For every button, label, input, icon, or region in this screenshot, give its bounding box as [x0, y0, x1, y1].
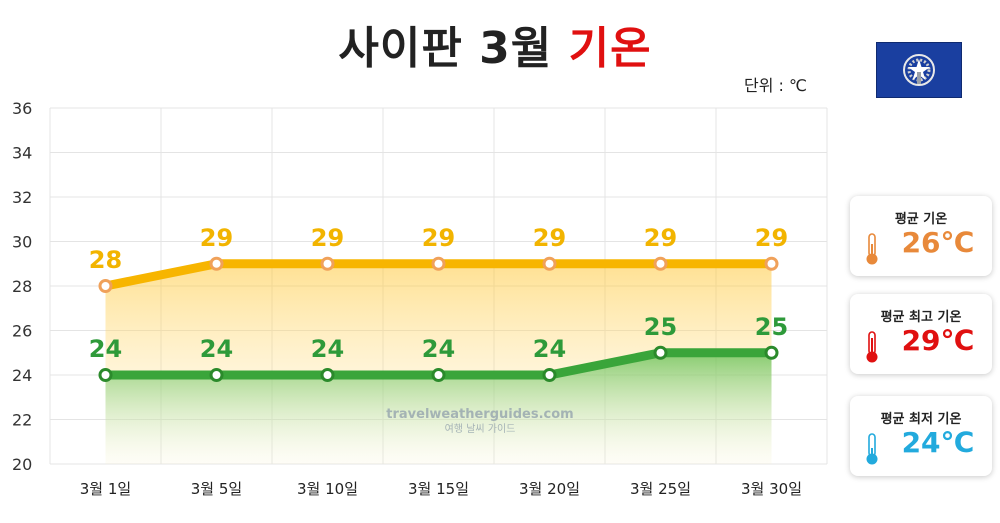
title-main: 사이판 3월 [338, 23, 569, 74]
data-label-min: 25 [755, 313, 788, 341]
northern-mariana-islands-flag-icon [876, 42, 962, 98]
data-label-min: 24 [89, 335, 122, 363]
y-tick-label: 32 [12, 188, 32, 207]
data-point-min [320, 368, 335, 382]
max-temp-label: 평균 최고 기온 [880, 310, 962, 325]
data-label-min: 24 [200, 335, 233, 363]
data-label-min: 24 [311, 335, 344, 363]
data-label-max: 29 [311, 224, 344, 252]
y-tick-label: 22 [12, 411, 32, 430]
data-label-max: 29 [200, 224, 233, 252]
watermark-url: travelweatherguides.com [386, 407, 573, 422]
data-label-min: 25 [644, 313, 677, 341]
y-tick-label: 34 [12, 144, 32, 163]
min-temp-card: 평균 최저 기온 24℃ [850, 396, 992, 476]
data-label-max: 29 [644, 224, 677, 252]
avg-temp-value: 26℃ [901, 226, 975, 259]
x-tick-label: 3월 10일 [297, 480, 358, 498]
y-tick-label: 20 [12, 455, 32, 474]
flag-emblem [903, 54, 935, 86]
data-label-min: 24 [533, 335, 566, 363]
avg-temp-card: 평균 기온 26℃ [850, 196, 992, 276]
y-tick-label: 30 [12, 233, 32, 252]
unit-label: 단위 : ℃ [744, 76, 807, 95]
max-temp-value: 29℃ [901, 324, 975, 357]
x-tick-label: 3월 1일 [80, 480, 131, 498]
data-point-min [98, 368, 113, 382]
data-point-min [209, 368, 224, 382]
data-point-max [209, 256, 224, 271]
data-point-max [320, 256, 335, 271]
data-label-min: 24 [422, 335, 455, 363]
y-tick-label: 36 [12, 99, 32, 118]
data-point-max [98, 279, 113, 293]
chart-ticks: 20 22 24 26 28 30 32 34 36 3월 1일 3월 5일 3월 10일 3월 15일… [12, 99, 802, 498]
max-temp-card: 평균 최고 기온 29℃ [850, 294, 992, 374]
y-tick-label: 28 [12, 277, 32, 296]
y-tick-label: 26 [12, 322, 32, 341]
thermometer-blue-icon [866, 433, 878, 465]
x-tick-label: 3월 30일 [741, 480, 802, 498]
data-label-max: 29 [533, 224, 566, 252]
thermometer-orange-icon [866, 233, 878, 265]
watermark-subtitle: 여행 날씨 가이드 [445, 423, 516, 435]
data-point-max [764, 256, 779, 271]
title-accent: 기온 [568, 23, 652, 74]
temperature-chart: 28 29 29 29 29 29 29 24 24 24 24 24 25 25 20 22 24 26 28 3… [12, 99, 828, 498]
data-point-max [431, 256, 446, 271]
data-point-max [542, 256, 557, 271]
x-tick-label: 3월 20일 [519, 480, 580, 498]
min-temp-label: 평균 최저 기온 [880, 412, 962, 427]
data-point-min [653, 345, 668, 360]
series-area-min [105, 352, 772, 464]
page-title: 사이판 3월 기온 [0, 12, 990, 76]
data-point-min [764, 345, 779, 360]
data-point-min [431, 368, 446, 382]
x-tick-label: 3월 15일 [408, 480, 469, 498]
data-label-max: 28 [89, 246, 122, 274]
y-tick-label: 24 [12, 366, 32, 385]
chart-points [98, 256, 779, 382]
data-label-max: 29 [422, 224, 455, 252]
thermometer-red-icon [866, 331, 878, 363]
data-point-max [653, 256, 668, 271]
x-tick-label: 3월 25일 [630, 480, 691, 498]
x-tick-label: 3월 5일 [191, 480, 242, 498]
data-label-max: 29 [755, 224, 788, 252]
chart-labels: 28 29 29 29 29 29 29 24 24 24 24 24 25 25 [89, 224, 788, 363]
data-point-min [542, 368, 557, 382]
min-temp-value: 24℃ [901, 426, 975, 459]
chart-areas [105, 263, 772, 464]
avg-temp-label: 평균 기온 [894, 212, 948, 227]
